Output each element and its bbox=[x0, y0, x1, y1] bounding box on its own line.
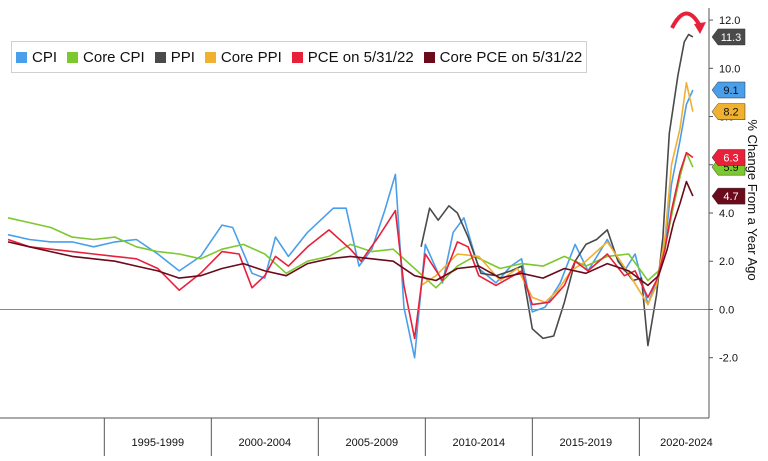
legend-label: Core PPI bbox=[220, 48, 282, 66]
end-label-3: 8.2 bbox=[711, 103, 746, 120]
legend-item-1: Core CPI bbox=[67, 49, 145, 66]
x-group-label: 2005-2009 bbox=[346, 437, 399, 449]
x-group-label: 2000-2004 bbox=[239, 437, 292, 449]
end-label-text: 9.1 bbox=[723, 85, 738, 97]
legend-swatch bbox=[154, 51, 166, 63]
series-layer bbox=[7, 33, 694, 359]
series-line-0 bbox=[7, 89, 694, 359]
series-line-5 bbox=[7, 180, 694, 287]
series-line-2 bbox=[420, 33, 694, 347]
legend-swatch bbox=[423, 51, 435, 63]
legend-swatch bbox=[204, 51, 216, 63]
y-tick-label: 12.0 bbox=[719, 15, 740, 27]
legend-swatch bbox=[291, 51, 303, 63]
legend-item-5: Core PCE on 5/31/22 bbox=[423, 48, 583, 66]
y-axis: 12.010.08.06.04.02.00.0-2.0 bbox=[708, 8, 740, 418]
legend-label: PPI bbox=[170, 48, 195, 66]
legend-item-3: Core PPI bbox=[204, 48, 282, 66]
end-label-text: 4.7 bbox=[723, 191, 738, 203]
y-tick-label: 0.0 bbox=[719, 304, 734, 316]
x-group-label: 2015-2019 bbox=[560, 437, 613, 449]
legend-label: CPI bbox=[32, 48, 58, 66]
end-label-text: 6.3 bbox=[723, 153, 738, 165]
end-label-text: 8.2 bbox=[723, 107, 738, 119]
series-line-3 bbox=[420, 82, 694, 306]
end-label-4: 6.3 bbox=[711, 149, 746, 166]
end-label-text: 11.3 bbox=[721, 32, 742, 44]
legend-label: PCE on 5/31/22 bbox=[307, 48, 414, 66]
x-group-label: 1995-1999 bbox=[132, 437, 185, 449]
end-label-5: 4.7 bbox=[711, 187, 746, 205]
end-label-2: 11.3 bbox=[711, 28, 746, 46]
legend-swatch bbox=[16, 51, 27, 63]
y-tick-label: 10.0 bbox=[719, 63, 740, 75]
end-labels: 9.15.911.38.26.34.7 bbox=[711, 28, 746, 205]
x-group-label: 2020-2024 bbox=[660, 437, 713, 449]
legend: CPI Core CPI PPI Core PPI PCE on 5/31/22 Core… bbox=[11, 41, 588, 73]
x-group-label: 2010-2014 bbox=[453, 437, 506, 449]
reversal-arrow-icon bbox=[670, 11, 706, 34]
legend-item-4: PCE on 5/31/22 bbox=[291, 48, 414, 66]
y-tick-label: -2.0 bbox=[719, 353, 738, 365]
y-axis-label: % Change From a Year Ago bbox=[745, 119, 760, 280]
legend-item-0: CPI bbox=[16, 49, 57, 66]
series-line-4 bbox=[7, 151, 694, 340]
legend-swatch bbox=[67, 51, 79, 63]
x-axis: 1995-1999 2000-2004 2005-2009 2010-2014 2015… bbox=[0, 417, 713, 456]
y-tick-label: 4.0 bbox=[719, 208, 734, 220]
legend-label: Core PCE on 5/31/22 bbox=[439, 48, 583, 66]
series-line-1 bbox=[7, 151, 694, 289]
end-label-0: 9.1 bbox=[711, 81, 746, 99]
y-tick-label: 2.0 bbox=[719, 256, 734, 268]
legend-item-2: PPI bbox=[154, 48, 195, 66]
legend-label: Core CPI bbox=[83, 48, 145, 66]
